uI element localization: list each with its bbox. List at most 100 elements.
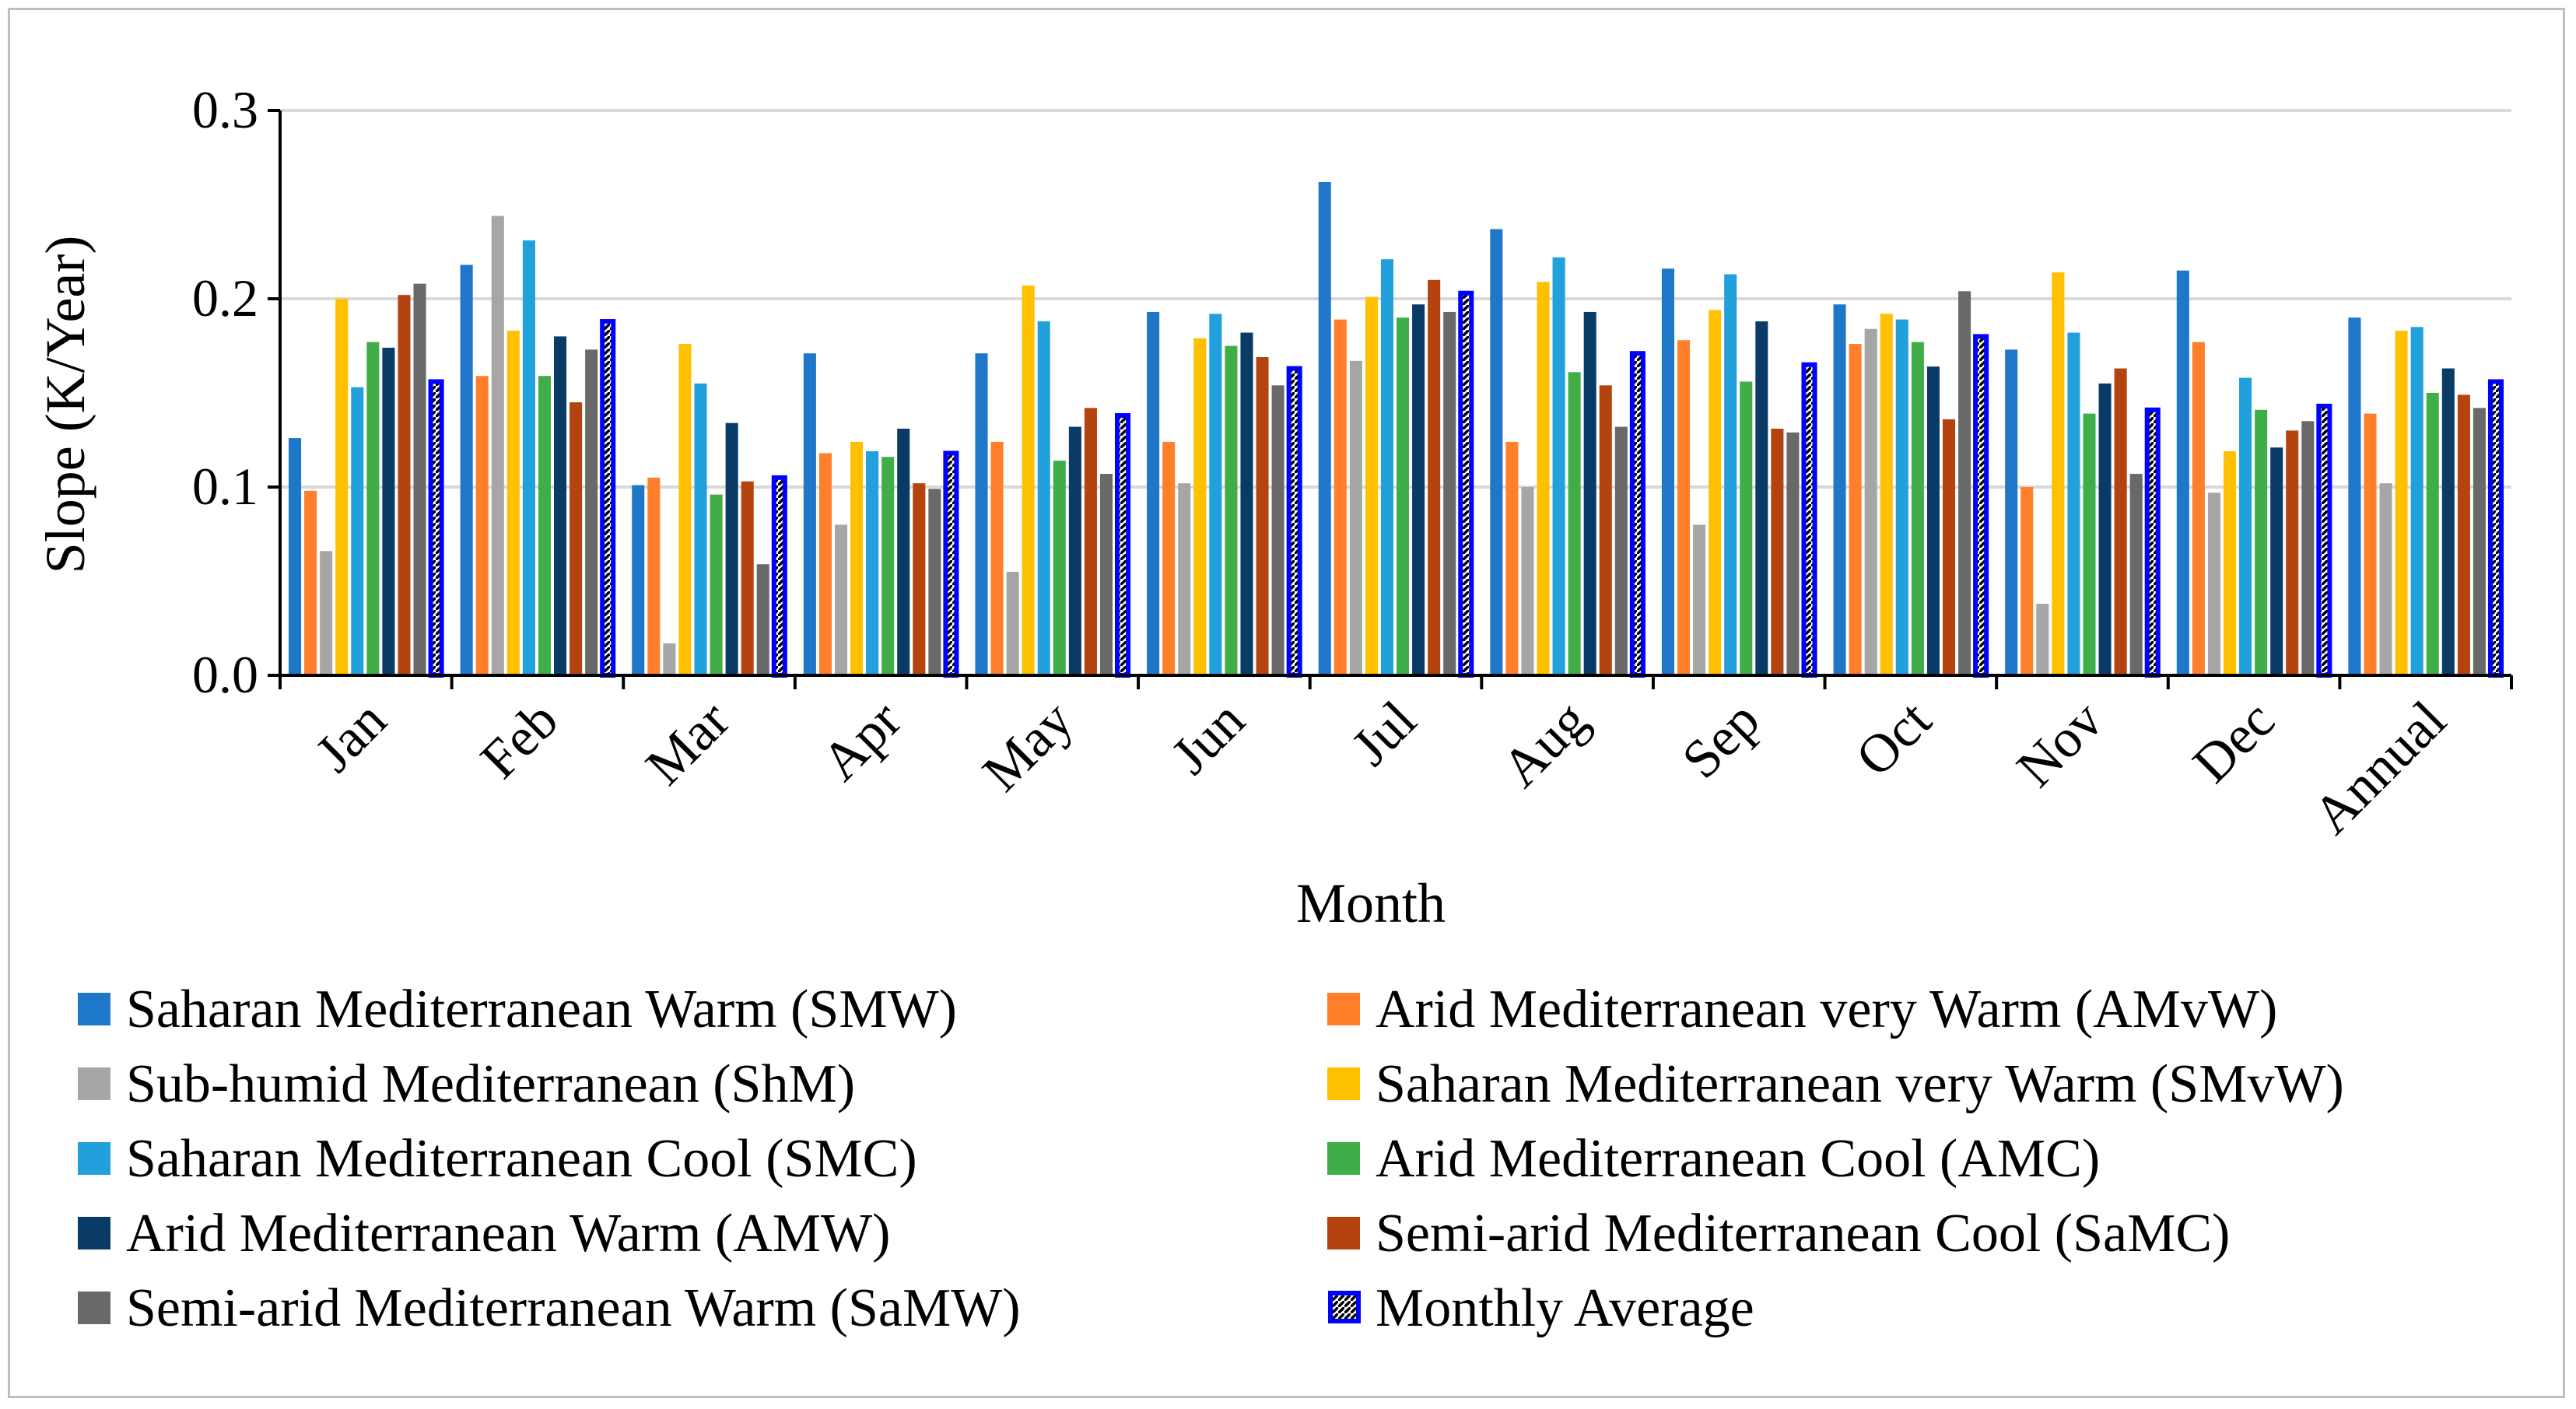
legend-label: Arid Mediterranean Cool (AMC) [1376, 1129, 2100, 1189]
bar-monthly-average-nov [2144, 407, 2161, 678]
x-tick-label: Sep [1671, 690, 1772, 790]
bar-saharan-mediterranean-warm-annual [2348, 317, 2361, 675]
bar-saharan-mediterranean-warm-sep [1661, 268, 1674, 675]
bar-saharan-mediterranean-cool-oct [1895, 319, 1908, 675]
bar-semi-arid-mediterranean-cool-dec [2286, 430, 2299, 675]
bar-semi-arid-mediterranean-warm-apr [928, 489, 941, 675]
bar-semi-arid-mediterranean-warm-feb [585, 349, 598, 675]
bar-saharan-mediterranean-cool-nov [2067, 332, 2080, 675]
bar-arid-mediterranean-very-warm-sep [1677, 340, 1691, 675]
bar-saharan-mediterranean-very-warm-dec [2223, 451, 2237, 675]
bar-semi-arid-mediterranean-cool-nov [2114, 368, 2127, 675]
bar-saharan-mediterranean-cool-mar [694, 383, 707, 675]
bar-saharan-mediterranean-warm-jan [289, 438, 302, 675]
x-tick-label: Oct [1845, 689, 1943, 787]
bar-arid-mediterranean-cool-dec [2255, 409, 2268, 675]
bar-arid-mediterranean-very-warm-jun [1162, 441, 1176, 675]
y-axis-title: Slope (K/Year) [34, 236, 96, 574]
bar-arid-mediterranean-cool-annual [2426, 393, 2439, 675]
bar-sub-humid-mediterranean-dec [2207, 492, 2220, 675]
bar-saharan-mediterranean-very-warm-may [1022, 286, 1035, 675]
y-tick-label: 0.0 [192, 645, 258, 704]
bar-arid-mediterranean-cool-oct [1911, 342, 1924, 675]
bar-semi-arid-mediterranean-cool-may [1084, 408, 1097, 675]
x-tick-label: Jan [304, 690, 398, 783]
bar-saharan-mediterranean-cool-dec [2239, 377, 2252, 675]
bar-arid-mediterranean-very-warm-dec [2192, 342, 2205, 675]
bar-semi-arid-mediterranean-warm-jun [1271, 385, 1284, 675]
bar-semi-arid-mediterranean-warm-jul [1443, 311, 1456, 675]
bar-arid-mediterranean-warm-jan [382, 347, 395, 675]
bar-arid-mediterranean-cool-jun [1225, 345, 1238, 675]
bar-semi-arid-mediterranean-warm-sep [1786, 432, 1800, 675]
bar-sub-humid-mediterranean-may [1006, 571, 1019, 675]
legend-swatch [1327, 993, 1360, 1025]
bar-arid-mediterranean-warm-nov [2098, 383, 2112, 675]
bar-arid-mediterranean-cool-apr [881, 457, 895, 675]
bar-semi-arid-mediterranean-warm-annual [2473, 408, 2486, 675]
bar-monthly-average-oct [1973, 334, 1989, 678]
legend-label: Arid Mediterranean very Warm (AMvW) [1376, 980, 2277, 1039]
bar-saharan-mediterranean-warm-nov [2005, 349, 2018, 675]
bar-semi-arid-mediterranean-warm-jan [413, 283, 426, 675]
bar-saharan-mediterranean-cool-may [1037, 321, 1050, 675]
bar-sub-humid-mediterranean-jul [1349, 360, 1362, 675]
bar-monthly-average-jun [1286, 366, 1302, 678]
bar-semi-arid-mediterranean-warm-nov [2129, 474, 2143, 675]
bar-arid-mediterranean-cool-jan [366, 342, 380, 675]
bar-arid-mediterranean-very-warm-may [990, 441, 1004, 675]
bar-arid-mediterranean-warm-jun [1240, 332, 1253, 675]
x-tick-label: Nov [2006, 690, 2115, 799]
bar-sub-humid-mediterranean-aug [1521, 487, 1534, 675]
y-tick-label: 0.3 [192, 80, 258, 139]
bar-monthly-average-may [1115, 413, 1131, 678]
bar-saharan-mediterranean-cool-aug [1552, 257, 1565, 675]
bar-saharan-mediterranean-cool-jun [1209, 314, 1222, 675]
bar-arid-mediterranean-warm-aug [1583, 311, 1596, 675]
legend-label: Monthly Average [1376, 1278, 1754, 1338]
bar-semi-arid-mediterranean-warm-may [1099, 474, 1113, 675]
bar-arid-mediterranean-very-warm-feb [475, 376, 489, 675]
legend-label: Saharan Mediterranean Cool (SMC) [126, 1129, 917, 1189]
bar-arid-mediterranean-very-warm-apr [818, 453, 832, 675]
bar-sub-humid-mediterranean-annual [2379, 483, 2392, 675]
bar-arid-mediterranean-warm-jul [1412, 304, 1425, 675]
bar-monthly-average-mar [771, 475, 787, 678]
x-tick-label: Mar [635, 690, 741, 797]
bar-semi-arid-mediterranean-cool-apr [913, 483, 926, 675]
y-tick-label: 0.2 [192, 268, 258, 328]
x-tick-label: Jun [1160, 690, 1256, 786]
bar-monthly-average-feb [600, 319, 616, 678]
bar-arid-mediterranean-cool-sep [1740, 381, 1753, 675]
bar-arid-mediterranean-cool-may [1053, 461, 1066, 675]
bar-monthly-average-aug [1629, 351, 1645, 678]
bar-saharan-mediterranean-warm-jul [1318, 181, 1331, 675]
bar-sub-humid-mediterranean-feb [491, 216, 504, 675]
bar-saharan-mediterranean-very-warm-apr [850, 441, 864, 675]
x-tick-label: Annual [2302, 690, 2458, 846]
legend-label: Saharan Mediterranean very Warm (SMvW) [1376, 1054, 2344, 1114]
bar-arid-mediterranean-very-warm-jul [1334, 319, 1347, 675]
bar-saharan-mediterranean-warm-oct [1833, 304, 1846, 675]
bar-saharan-mediterranean-warm-aug [1490, 229, 1503, 676]
bar-saharan-mediterranean-cool-sep [1724, 274, 1737, 675]
bar-arid-mediterranean-warm-feb [553, 336, 567, 675]
bar-semi-arid-mediterranean-cool-feb [570, 402, 583, 675]
bar-sub-humid-mediterranean-sep [1693, 524, 1706, 675]
bar-arid-mediterranean-warm-dec [2270, 447, 2283, 675]
bar-arid-mediterranean-warm-apr [897, 428, 910, 675]
bar-sub-humid-mediterranean-jan [320, 551, 333, 675]
bar-saharan-mediterranean-cool-annual [2410, 327, 2424, 675]
bar-saharan-mediterranean-warm-may [975, 353, 988, 675]
bar-saharan-mediterranean-very-warm-annual [2395, 331, 2408, 675]
legend-swatch [78, 1292, 110, 1324]
legend-label: Saharan Mediterranean Warm (SMW) [126, 980, 957, 1039]
bar-saharan-mediterranean-cool-feb [522, 240, 535, 676]
legend-swatch [1327, 1217, 1360, 1250]
legend-label: Semi-arid Mediterranean Warm (SaMW) [126, 1278, 1021, 1338]
legend-swatch [78, 1067, 110, 1100]
bar-sub-humid-mediterranean-oct [1864, 328, 1877, 675]
bar-semi-arid-mediterranean-warm-aug [1614, 426, 1628, 675]
bars-group [289, 181, 2504, 678]
